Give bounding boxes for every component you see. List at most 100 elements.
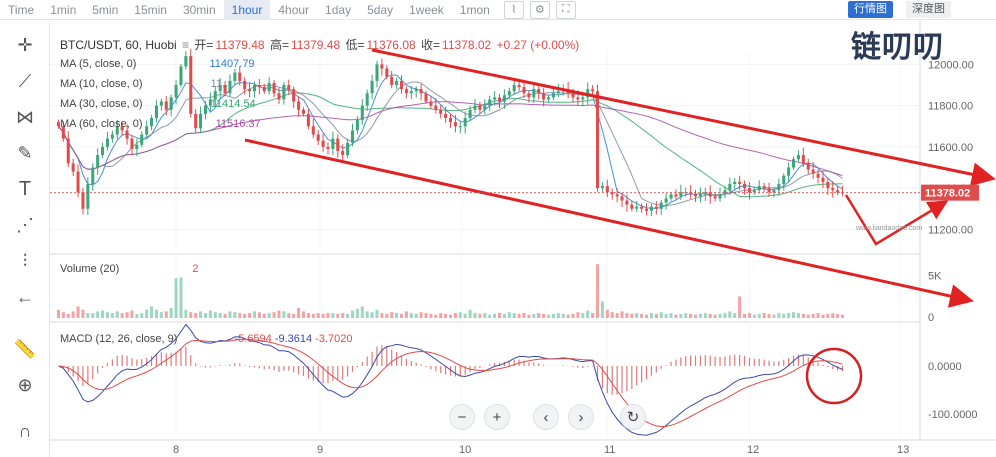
candle-body: [409, 91, 413, 94]
candle-body: [551, 93, 555, 98]
volume-bar: [189, 312, 193, 318]
volume-bar: [262, 313, 266, 318]
volume-bar: [463, 313, 467, 318]
volume-bar: [674, 314, 678, 318]
zoom-in-icon[interactable]: ⊕: [17, 374, 33, 395]
candle-body: [836, 190, 840, 193]
candle-body: [772, 190, 776, 193]
candle-body: [267, 82, 271, 92]
volume-bar: [336, 313, 340, 318]
candle-body: [96, 155, 100, 168]
candle-body: [277, 93, 281, 100]
measure-settings-icon[interactable]: ⫶: [22, 250, 28, 271]
volume-bar: [140, 313, 144, 318]
timeframe-4hour[interactable]: 4hour: [278, 2, 310, 17]
volume-bar: [610, 312, 614, 318]
scroll-right-button[interactable]: ›: [568, 404, 594, 430]
candle-body: [380, 64, 384, 69]
candle-body: [811, 169, 815, 174]
candle-body: [164, 101, 168, 110]
candle-body: [439, 109, 443, 114]
timeframe-list: Time 1min 5min 15min 30min 1hour 4hour 1day 5day…: [0, 0, 498, 20]
volume-bar: [184, 309, 188, 318]
candle-body: [238, 72, 242, 81]
chart-style-icon[interactable]: ⌇: [503, 0, 524, 19]
volume-bar: [811, 313, 815, 318]
ruler-icon[interactable]: 📏: [13, 338, 37, 359]
candle-body: [365, 93, 369, 106]
candle-body: [375, 64, 379, 81]
ma-line: [58, 81, 843, 207]
volume-bar: [576, 312, 580, 318]
projection-arrow: [844, 194, 949, 246]
time-tick-label: 10: [459, 444, 471, 456]
ma-line: [58, 101, 843, 177]
volume-bar: [277, 310, 281, 318]
candle-body: [385, 68, 389, 77]
candle-body: [301, 109, 306, 114]
kline-view-tab[interactable]: 行情图: [848, 1, 893, 18]
candle-body: [512, 85, 516, 92]
time-tick-label: 13: [897, 444, 909, 456]
high-label: 高=: [269, 38, 289, 52]
fullscreen-icon[interactable]: ⛶: [555, 0, 576, 19]
candle-body: [257, 85, 261, 88]
magnet-icon[interactable]: ∩: [18, 420, 32, 441]
volume-bar: [733, 313, 737, 318]
volume-bar: [159, 312, 163, 318]
timeframe-15min[interactable]: 15min: [134, 2, 167, 17]
volume-bar: [772, 314, 776, 318]
timeframe-1min[interactable]: 1min: [50, 2, 77, 17]
macd-legend: MACD (12, 26, close, 9) -5.6594 -9.3614 …: [60, 333, 353, 345]
volume-bar: [248, 313, 252, 318]
candle-body: [757, 186, 761, 191]
close-value: 11378.02: [442, 38, 492, 52]
volume-bar: [664, 313, 668, 318]
settings-gear-icon[interactable]: ⚙: [529, 0, 550, 19]
timeframe-1day[interactable]: 1day: [325, 2, 352, 17]
candle-body: [483, 105, 487, 110]
volume-bar: [86, 313, 90, 318]
candle-body: [787, 167, 791, 176]
depth-view-tab[interactable]: 深度图: [906, 1, 951, 18]
text-tool-icon[interactable]: T: [18, 177, 32, 200]
volume-bar: [566, 314, 570, 318]
timeframe-1week[interactable]: 1week: [409, 2, 444, 17]
pattern-tool-icon[interactable]: ⋰: [16, 214, 34, 235]
scroll-left-button[interactable]: ‹: [533, 404, 559, 430]
volume-bar: [507, 312, 511, 318]
volume-bar: [796, 313, 800, 318]
crosshair-icon[interactable]: ✛: [17, 34, 33, 55]
timeframe-30min[interactable]: 30min: [182, 2, 216, 17]
candle-body: [203, 105, 207, 114]
macd-line: [58, 323, 843, 436]
candle-body: [743, 184, 747, 189]
upper-channel-arrow: [371, 48, 996, 187]
trend-line-icon[interactable]: ⟋: [18, 70, 32, 91]
open-value: 11379.48: [215, 38, 265, 52]
timeframe-5day[interactable]: 5day: [367, 2, 394, 17]
candle-body: [208, 99, 212, 106]
volume-bar: [571, 313, 575, 318]
volume-bar: [586, 310, 590, 318]
ma10-legend: MA (10, close, 0) 11...: [60, 78, 232, 90]
candle-body: [630, 204, 634, 209]
timeframe-5min[interactable]: 5min: [92, 2, 119, 17]
timeframe-1mon[interactable]: 1mon: [459, 2, 490, 17]
zoom-out-button[interactable]: −: [449, 404, 475, 430]
back-arrow-icon[interactable]: ←: [16, 286, 34, 307]
candle-body: [150, 118, 154, 127]
timeframe-1hour[interactable]: 1hour: [223, 0, 271, 20]
fib-tool-icon[interactable]: ⋈: [16, 106, 34, 127]
macd-tick-label: -100.0000: [928, 409, 978, 421]
zoom-in-button[interactable]: +: [484, 404, 510, 430]
price-tick-label: 12000.00: [928, 59, 974, 71]
candle-body: [311, 126, 315, 135]
close-label: 收=: [421, 38, 441, 52]
brush-icon[interactable]: ✎: [17, 142, 33, 163]
volume-bar: [272, 312, 276, 318]
reset-view-button[interactable]: ↻: [620, 404, 646, 430]
candle-body: [91, 167, 95, 184]
candle-body: [571, 93, 575, 98]
